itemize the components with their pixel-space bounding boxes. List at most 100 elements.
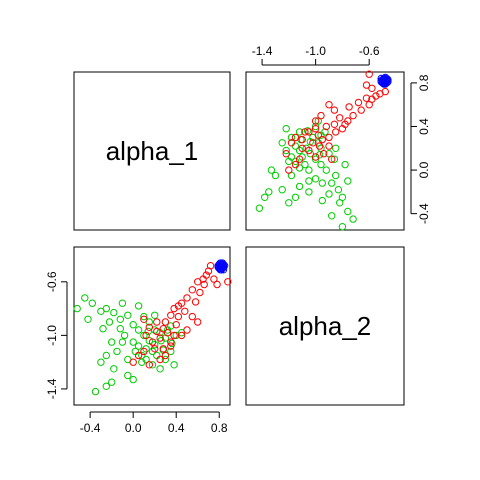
data-point-bottom-left-s2-42 (170, 361, 178, 369)
data-point-bottom-left-s1-24 (170, 331, 178, 340)
data-point-top-right-s2-51 (317, 131, 325, 139)
data-point-bottom-left-s1-3 (204, 267, 213, 275)
data-point-bottom-left-s1-36 (145, 361, 154, 369)
data-point-top-right-s2-31 (295, 164, 304, 172)
data-point-bottom-left-s2-49 (91, 387, 100, 396)
data-point-top-right-s2-41 (282, 146, 290, 155)
data-point-bottom-left-s2-30 (113, 347, 121, 356)
data-point-bottom-left-s1-20 (153, 318, 161, 326)
tick-label-top-alpha_2: -1.4 (252, 44, 273, 58)
data-point-bottom-left-s2-22 (108, 338, 116, 346)
data-point-top-right-s1-10 (354, 98, 363, 107)
tick-label-left-alpha_2: -1.4 (45, 378, 59, 399)
data-point-top-right-s2-57 (285, 157, 293, 166)
data-point-bottom-left-s1-31 (159, 345, 168, 353)
data-point-bottom-left-s1-16 (181, 307, 189, 315)
data-point-bottom-left-s1-8 (200, 280, 208, 289)
data-point-bottom-left-s2-15 (134, 326, 143, 334)
data-point-bottom-left-s2-12 (129, 321, 137, 329)
data-point-top-right-s2-42 (282, 125, 290, 133)
data-point-top-right-s2-46 (267, 166, 276, 174)
data-point-top-right-s2-11 (328, 179, 336, 187)
data-point-bottom-left-s1-15 (170, 304, 178, 313)
data-point-top-right-s2-44 (278, 139, 286, 147)
data-point-top-right-s1-30 (298, 144, 306, 153)
data-point-bottom-left-s0-18 (219, 260, 228, 269)
data-point-top-right-s1-21 (320, 150, 328, 158)
panel-frame-top-left (73, 71, 231, 231)
data-point-top-right-s1-36 (282, 150, 290, 158)
tick-label-top-alpha_2: -1.0 (305, 44, 326, 58)
tick-label-bottom-alpha_1: 0.0 (125, 421, 142, 435)
data-point-top-right-s2-4 (338, 193, 347, 202)
data-point-top-right-s1-32 (301, 128, 309, 136)
data-point-bottom-left-s2-45 (124, 371, 132, 380)
data-point-bottom-left-s1-41 (194, 318, 202, 326)
data-point-top-right-s1-44 (305, 128, 313, 136)
data-point-top-right-s2-45 (271, 171, 280, 180)
data-point-top-right-s1-17 (332, 128, 340, 136)
data-point-bottom-left-s2-1 (88, 299, 97, 307)
data-point-top-right-s2-39 (287, 133, 296, 142)
data-point-top-right-s2-53 (328, 212, 336, 220)
diagonal-label-alpha_2: alpha_2 (279, 311, 372, 341)
data-point-top-right-s2-43 (278, 186, 286, 194)
tick-label-right-alpha_1: 0.8 (417, 74, 431, 91)
data-point-top-right-s1-25 (311, 117, 320, 125)
data-point-bottom-left-s1-19 (161, 318, 170, 326)
tick-label-left-alpha_2: -1.0 (45, 325, 59, 346)
data-point-bottom-left-s2-59 (116, 325, 125, 333)
data-point-top-right-s2-2 (338, 223, 347, 231)
data-point-bottom-left-s2-11 (116, 315, 125, 323)
data-point-bottom-left-s2-51 (163, 326, 172, 334)
data-point-top-right-s1-29 (311, 153, 320, 161)
data-point-top-right-s1-6 (368, 84, 376, 93)
data-point-bottom-left-s2-33 (167, 347, 175, 356)
data-point-bottom-left-s2-36 (153, 351, 161, 360)
data-point-top-right-s0-19 (377, 78, 385, 86)
data-point-bottom-left-s1-33 (140, 347, 148, 356)
data-point-top-right-s2-10 (325, 190, 333, 198)
data-point-bottom-left-s1-40 (188, 312, 197, 321)
data-point-bottom-left-s2-23 (129, 338, 137, 346)
data-point-bottom-left-s2-9 (140, 312, 148, 321)
data-point-bottom-left-s2-34 (102, 351, 111, 360)
data-point-bottom-left-s2-7 (110, 308, 118, 317)
data-point-top-right-s1-11 (349, 111, 357, 120)
data-point-top-right-s1-27 (309, 139, 317, 147)
data-point-bottom-left-s2-40 (97, 358, 105, 366)
data-point-top-right-s2-33 (295, 128, 304, 136)
data-point-bottom-left-s1-44 (167, 338, 175, 346)
data-point-bottom-left-s2-0 (81, 294, 89, 302)
data-point-top-right-s2-18 (311, 175, 320, 183)
data-point-bottom-left-s1-25 (177, 331, 186, 340)
data-point-top-right-s1-15 (338, 125, 347, 133)
data-point-bottom-left-s2-5 (118, 299, 127, 307)
data-point-top-right-s1-13 (345, 103, 353, 111)
data-point-top-right-s1-8 (362, 94, 371, 102)
data-point-top-right-s2-7 (334, 186, 343, 194)
data-point-top-right-s2-1 (344, 207, 352, 216)
data-point-top-right-s2-19 (311, 155, 320, 163)
data-point-bottom-left-s1-6 (210, 275, 218, 283)
data-point-top-right-s1-38 (291, 133, 300, 142)
data-point-bottom-left-s1-34 (134, 351, 143, 360)
data-point-bottom-left-s2-4 (102, 304, 111, 313)
data-point-top-right-s2-23 (305, 166, 313, 174)
data-point-bottom-left-s1-7 (213, 280, 221, 289)
data-point-top-right-s0-18 (382, 74, 391, 83)
data-point-top-right-s1-42 (315, 142, 324, 150)
data-point-top-right-s1-5 (368, 95, 376, 103)
data-point-top-right-s2-50 (305, 177, 313, 185)
tick-label-bottom-alpha_1: -0.4 (80, 421, 101, 435)
data-point-bottom-left-s1-35 (129, 358, 137, 366)
data-point-bottom-left-s1-13 (191, 298, 200, 306)
data-point-bottom-left-s1-5 (199, 275, 207, 283)
data-point-bottom-left-s1-17 (167, 311, 175, 319)
data-point-bottom-left-s2-44 (156, 365, 164, 373)
data-point-bottom-left-s0-14 (216, 262, 225, 270)
data-point-bottom-left-s2-48 (102, 382, 111, 390)
data-point-top-right-s1-35 (285, 166, 293, 174)
data-point-bottom-left-s1-10 (196, 288, 204, 297)
data-point-top-right-s2-12 (322, 166, 330, 174)
